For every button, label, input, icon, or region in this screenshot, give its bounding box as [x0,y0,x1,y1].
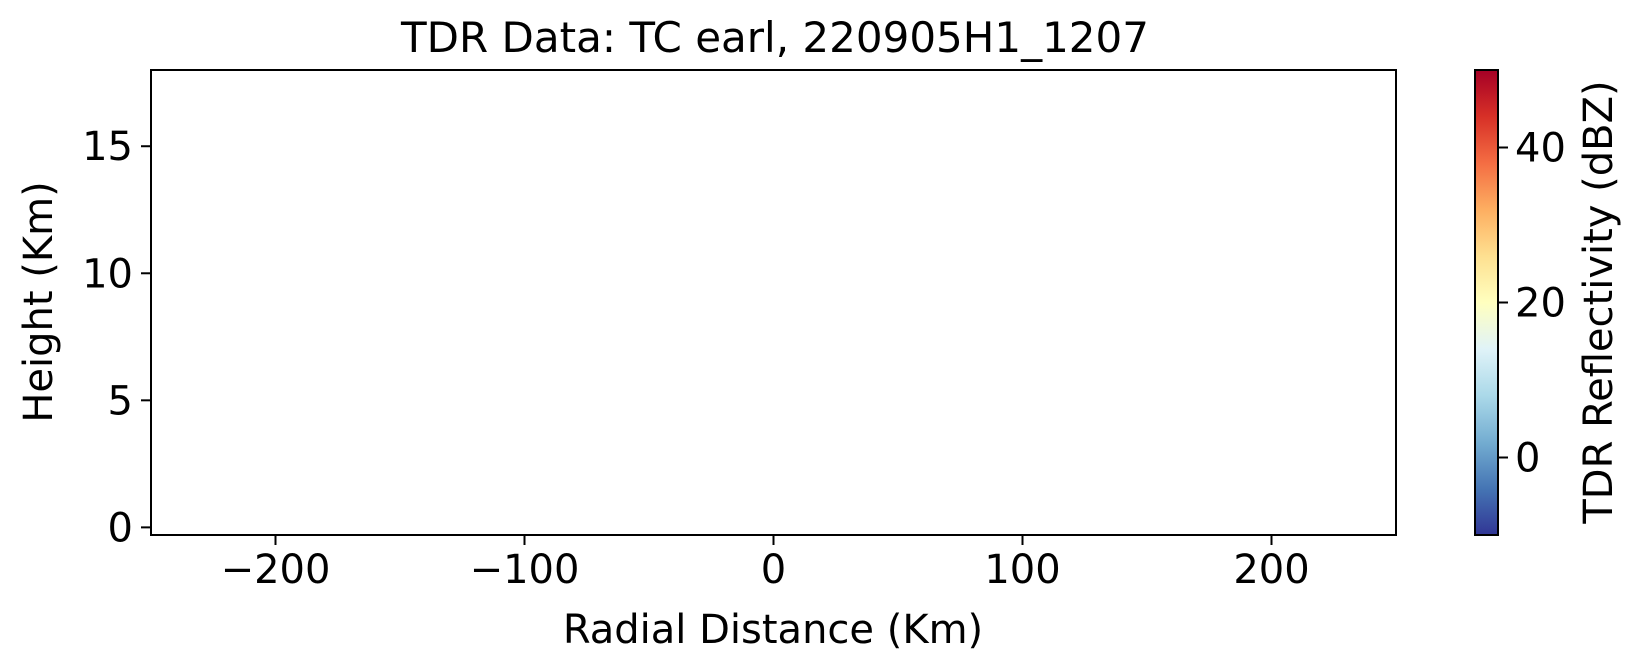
colorbar-tick-label: 0 [1515,436,1540,482]
y-tick-label: 10 [82,251,133,297]
y-axis-ticks: 0 5 10 15 [82,124,151,551]
chart-title: TDR Data: TC earl, 220905H1_1207 [400,13,1149,62]
colorbar-label: TDR Reflectivity (dBZ) [1576,80,1622,524]
x-tick-label: 200 [1233,547,1309,593]
x-tick-label: 0 [761,547,786,593]
plot-area [150,69,1397,536]
x-tick-label: −200 [221,547,331,593]
y-tick-label: 15 [82,124,133,170]
colorbar-tick-label: 40 [1515,126,1566,172]
y-tick-label: 0 [108,505,133,551]
x-axis-ticks: −200 −100 0 100 200 [221,535,1310,593]
y-tick-label: 5 [108,378,133,424]
x-tick-label: −100 [470,547,580,593]
y-axis-label: Height (Km) [16,181,62,422]
colorbar-ticks: 0 20 40 [1498,126,1566,482]
x-axis-label: Radial Distance (Km) [563,607,983,653]
colorbar [1474,69,1499,536]
x-tick-label: 100 [984,547,1060,593]
colorbar-tick-label: 20 [1515,281,1566,327]
